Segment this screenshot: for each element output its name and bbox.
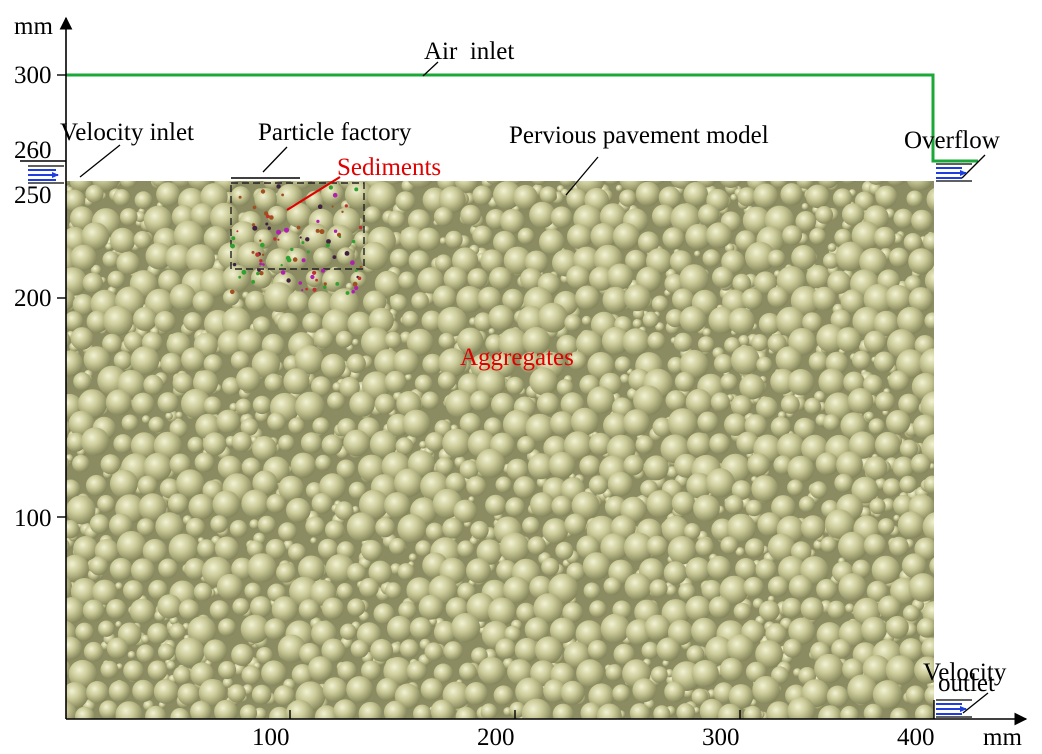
y-tick-label-260: 260 bbox=[14, 137, 52, 164]
leader-overflow bbox=[961, 154, 986, 179]
air-inlet-label: Air inlet bbox=[424, 38, 515, 65]
y-tick-label-250: 250 bbox=[14, 182, 52, 209]
velocity-outlet-flow-icon bbox=[936, 699, 972, 718]
x-axis-unit: mm bbox=[983, 724, 1022, 751]
pervious-pavement-model-label: Pervious pavement model bbox=[509, 122, 769, 149]
velocity-outlet-label-line2: outlet bbox=[938, 670, 995, 697]
aggregates-label: Aggregates bbox=[460, 344, 574, 371]
y-tick-label-200: 200 bbox=[14, 285, 52, 312]
x-tick-label-400: 400 bbox=[897, 724, 935, 751]
y-tick-label-100: 100 bbox=[14, 505, 52, 532]
y-axis-unit: mm bbox=[14, 13, 53, 40]
leader-pervious-model bbox=[565, 156, 599, 196]
air-boundary-line bbox=[66, 73, 978, 163]
overflow-flow-icon bbox=[936, 163, 972, 182]
x-tick-label-200: 200 bbox=[477, 724, 515, 751]
velocity-outlet-label-line1: Velocity bbox=[923, 659, 1007, 686]
particle-factory-box bbox=[230, 182, 365, 270]
particle-factory-label: Particle factory bbox=[258, 119, 412, 146]
leader-particle-factory bbox=[262, 146, 288, 173]
overflow-label: Overflow bbox=[904, 127, 1000, 154]
aggregate-particles bbox=[66, 181, 934, 719]
velocity-inlet-label: Velocity inlet bbox=[60, 119, 194, 146]
leader-sediments bbox=[286, 176, 341, 211]
y-tick-label-300: 300 bbox=[14, 62, 52, 89]
x-tick-label-300: 300 bbox=[702, 724, 740, 751]
leader-air-inlet bbox=[422, 61, 439, 77]
velocity-inlet-icon bbox=[28, 165, 64, 184]
x-tick-label-100: 100 bbox=[252, 724, 290, 751]
sediments-label: Sediments bbox=[337, 154, 442, 181]
sediment-particles bbox=[230, 184, 363, 295]
leader-velocity-outlet bbox=[962, 692, 989, 714]
leader-velocity-inlet bbox=[79, 144, 121, 178]
